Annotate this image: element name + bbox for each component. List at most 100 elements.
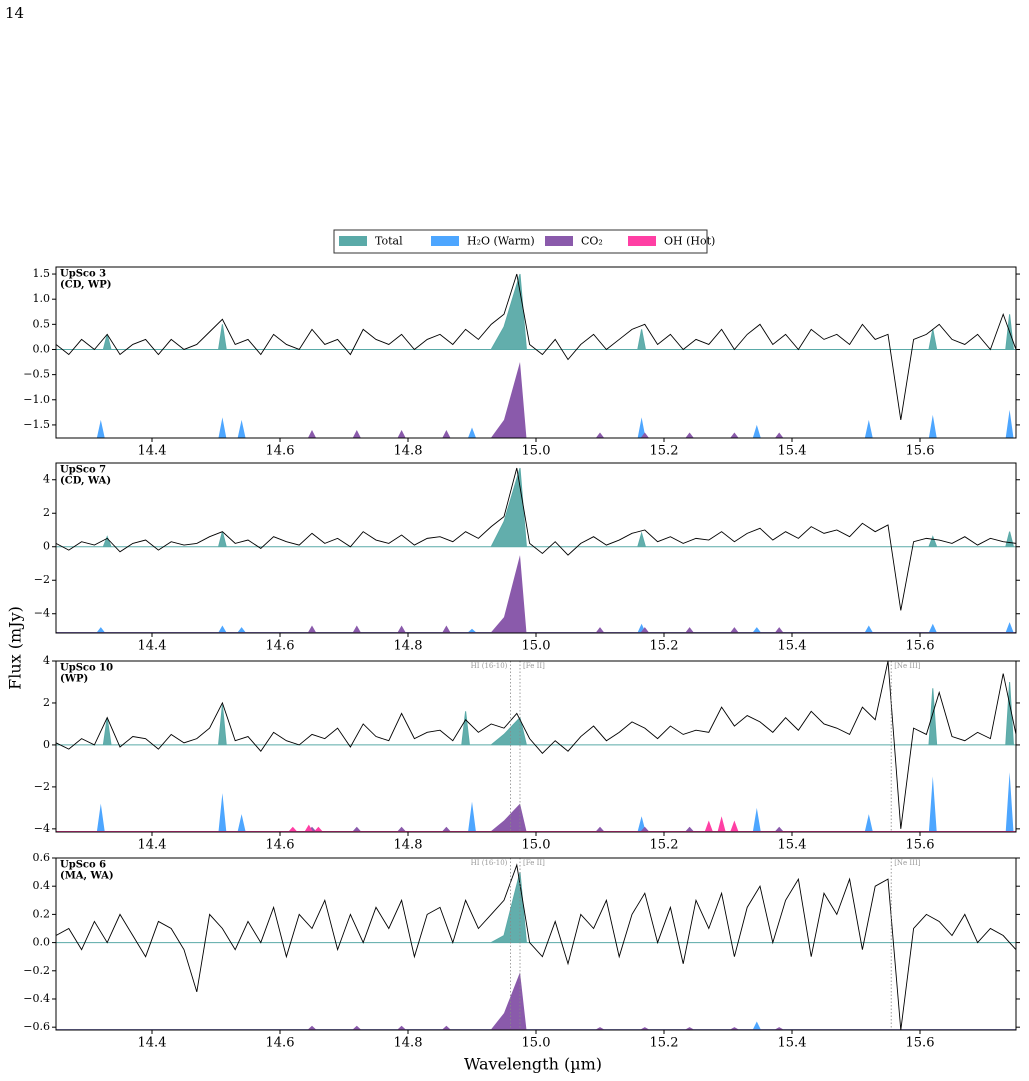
legend-box [333,229,708,254]
observed-spectrum [56,273,1016,420]
axes-frame [55,857,1017,1031]
model-area [56,1021,1016,1030]
y-tick-label: 0.5 [33,317,51,330]
x-tick-label: 15.0 [522,444,551,459]
plot-area [56,863,1016,1030]
x-tick-label: 15.6 [906,444,935,459]
model-area [56,409,1016,438]
y-tick-label: 0 [43,540,50,553]
model-area [56,972,1016,1030]
y-tick-label: 0.6 [33,851,51,864]
model-area [56,622,1016,633]
line-marker-label: [Ne III] [894,859,921,867]
line-marker-label: HI (16-10) [471,662,508,670]
x-tick-label: 14.6 [266,838,295,853]
legend-label: H₂O (Warm) [467,235,535,248]
y-tick-label: −2 [34,780,50,793]
legend-label: Total [375,235,403,248]
line-marker-label: [Fe II] [523,662,545,670]
x-axis-label: Wavelength (µm) [464,1055,602,1074]
x-tick-label: 15.2 [650,838,679,853]
y-tick-label: 4 [43,473,50,486]
legend-swatch [545,236,573,246]
panel-label: (CD, WP) [60,280,111,291]
y-tick-label: −2 [34,573,50,586]
axes-frame [55,266,1017,439]
x-tick-label: 14.8 [394,838,423,853]
x-tick-label: 14.4 [138,444,167,459]
x-tick-label: 14.6 [266,1036,295,1051]
plot-area [56,467,1016,633]
panel-label: UpSco 7 [60,465,106,476]
x-tick-label: 14.4 [138,1036,167,1051]
panel-label: UpSco 3 [60,269,106,280]
observed-spectrum [56,661,1016,829]
y-tick-label: 0.0 [33,936,51,949]
y-tick-label: 2 [43,696,50,709]
y-tick-label: −0.4 [23,992,50,1005]
model-area [56,871,1016,944]
panel-label: UpSco 6 [60,860,106,871]
page-number: 14 [5,4,24,22]
legend-label: OH (Hot) [664,235,715,248]
x-tick-label: 14.4 [138,639,167,654]
x-tick-label: 14.6 [266,444,295,459]
x-tick-label: 15.6 [906,1036,935,1051]
y-tick-label: −4 [34,822,50,835]
y-tick-label: 1.0 [33,292,51,305]
model-area [56,362,1016,438]
x-tick-label: 15.0 [522,1036,551,1051]
y-tick-label: −4 [34,607,50,620]
line-marker-label: [Ne III] [894,662,921,670]
y-tick-label: −1.5 [23,418,50,431]
y-tick-label: −1.0 [23,393,50,406]
model-area [56,681,1016,746]
y-tick-label: −0.5 [23,368,50,381]
plot-area [56,273,1016,438]
y-tick-label: 0 [43,738,50,751]
x-tick-label: 15.2 [650,639,679,654]
panel-label: (WP) [60,674,88,685]
plot-area [56,661,1016,832]
x-tick-label: 15.2 [650,1036,679,1051]
model-area [56,772,1016,832]
x-tick-label: 14.4 [138,838,167,853]
legend-label: CO₂ [581,235,603,248]
y-tick-label: −0.6 [23,1020,50,1033]
y-axis-label: Flux (mJy) [6,606,25,690]
panel-label: (MA, WA) [60,871,114,882]
x-tick-label: 15.4 [778,639,807,654]
model-area [56,273,1016,350]
y-tick-label: 4 [43,654,50,667]
model-area [56,555,1016,633]
x-tick-label: 15.4 [778,1036,807,1051]
x-tick-label: 14.8 [394,1036,423,1051]
y-tick-label: 0.0 [33,342,51,355]
legend-swatch [628,236,656,246]
x-tick-label: 15.0 [522,639,551,654]
x-tick-label: 15.2 [650,444,679,459]
legend-swatch [339,236,367,246]
x-tick-label: 15.0 [522,838,551,853]
x-tick-label: 15.4 [778,838,807,853]
y-tick-label: 0.2 [33,907,51,920]
y-tick-label: 1.5 [33,267,51,280]
model-area [56,803,1016,832]
x-tick-label: 15.6 [906,838,935,853]
model-area [56,467,1016,548]
y-tick-label: 0.4 [33,879,51,892]
observed-spectrum [56,863,1016,1030]
x-tick-label: 15.6 [906,639,935,654]
panel-label: UpSco 10 [60,663,113,674]
x-tick-label: 14.8 [394,444,423,459]
line-marker-label: [Fe II] [523,859,545,867]
y-tick-label: −0.2 [23,964,50,977]
line-marker-label: HI (16-10) [471,859,508,867]
panel-label: (CD, WA) [60,476,111,487]
observed-spectrum [56,467,1016,611]
x-tick-label: 14.8 [394,639,423,654]
x-tick-label: 14.6 [266,639,295,654]
y-tick-label: 2 [43,506,50,519]
x-tick-label: 15.4 [778,444,807,459]
legend-swatch [431,236,459,246]
